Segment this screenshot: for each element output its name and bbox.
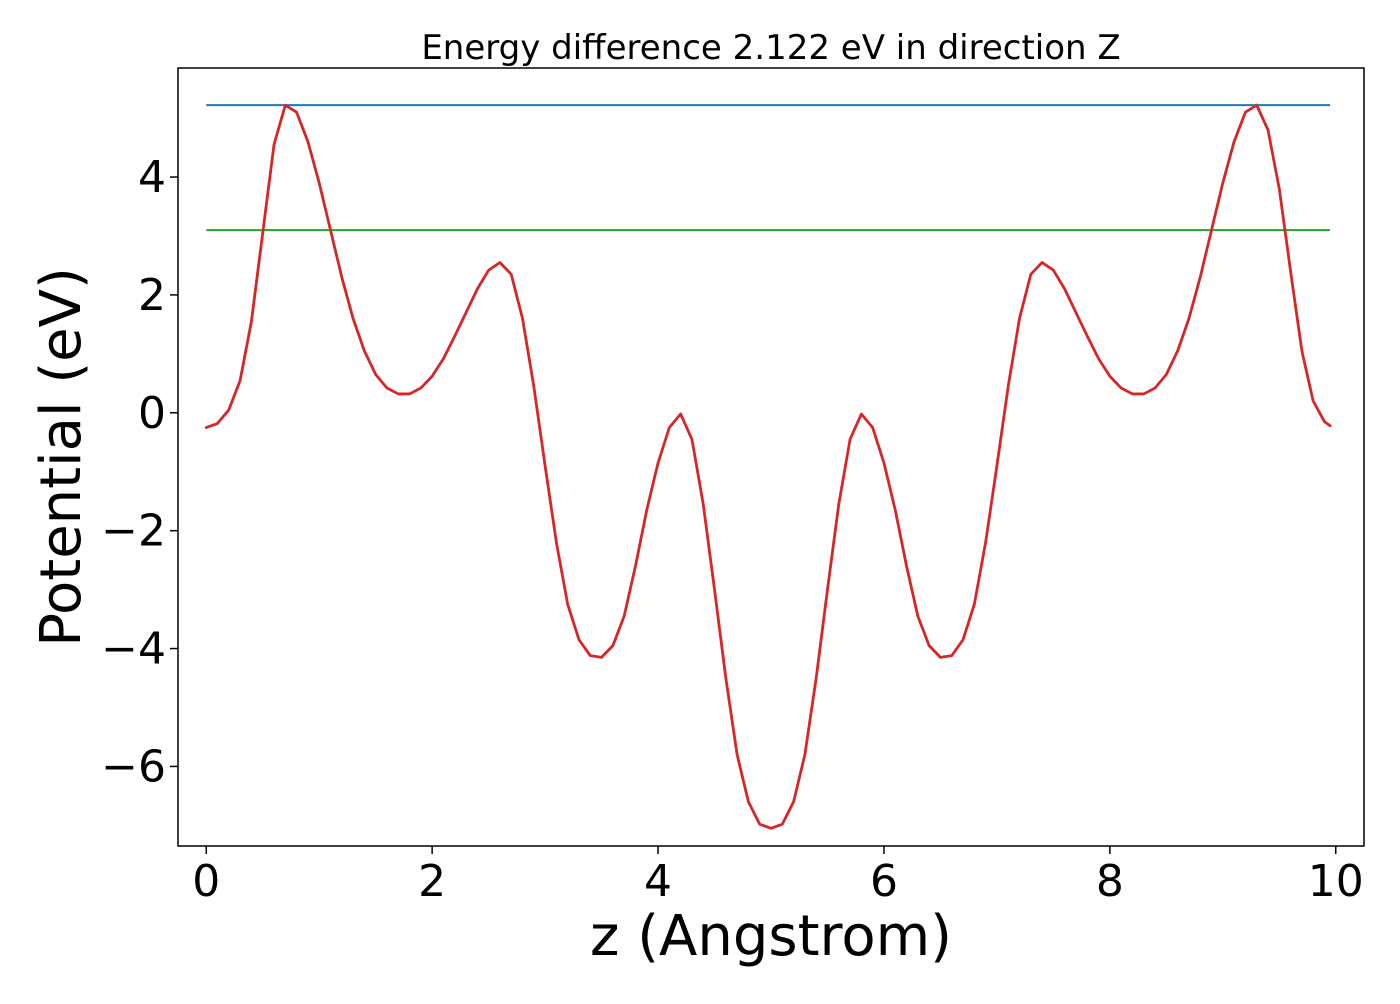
chart-title: Energy difference 2.122 eV in direction … <box>421 28 1120 68</box>
x-tick-label: 6 <box>870 856 898 907</box>
x-tick-label: 10 <box>1308 856 1364 907</box>
plot-area <box>204 103 1332 830</box>
y-axis-label: Potential (eV) <box>29 267 94 647</box>
x-tick-label: 4 <box>644 856 672 907</box>
x-tick-label: 0 <box>192 856 220 907</box>
y-tick-label: −6 <box>101 741 166 792</box>
y-tick-label: 4 <box>138 152 166 203</box>
y-tick-label: −2 <box>101 506 166 557</box>
potential-line <box>204 103 1332 830</box>
axes-frame <box>177 67 1365 847</box>
y-axis-ticks: −6 −4 −2 0 2 4 <box>101 152 178 792</box>
x-tick-label: 2 <box>418 856 446 907</box>
series-layer <box>204 103 1332 830</box>
x-tick-label: 8 <box>1096 856 1124 907</box>
x-axis-ticks: 0 2 4 6 8 10 <box>192 846 1364 907</box>
y-tick-label: 2 <box>138 270 166 321</box>
x-axis-label: z (Angstrom) <box>590 904 952 969</box>
y-tick-label: 0 <box>138 388 166 439</box>
y-tick-label: −4 <box>101 624 166 675</box>
